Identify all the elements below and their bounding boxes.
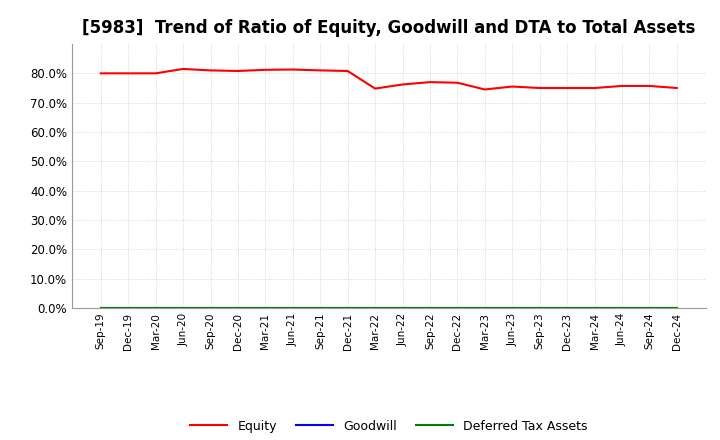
Equity <box>206 68 215 73</box>
Equity <box>343 68 352 73</box>
Deferred Tax Assets <box>480 305 489 311</box>
Equity <box>151 71 160 76</box>
Deferred Tax Assets <box>316 305 325 311</box>
Goodwill <box>590 305 599 311</box>
Deferred Tax Assets <box>645 305 654 311</box>
Equity <box>508 84 516 89</box>
Goodwill <box>233 305 242 311</box>
Equity <box>233 68 242 73</box>
Deferred Tax Assets <box>508 305 516 311</box>
Deferred Tax Assets <box>96 305 105 311</box>
Equity <box>672 85 681 91</box>
Equity <box>371 86 379 91</box>
Deferred Tax Assets <box>453 305 462 311</box>
Deferred Tax Assets <box>563 305 572 311</box>
Deferred Tax Assets <box>206 305 215 311</box>
Equity <box>480 87 489 92</box>
Deferred Tax Assets <box>289 305 297 311</box>
Equity <box>289 67 297 72</box>
Equity <box>563 85 572 91</box>
Equity <box>453 80 462 85</box>
Goodwill <box>261 305 270 311</box>
Equity <box>426 80 434 85</box>
Goodwill <box>480 305 489 311</box>
Legend: Equity, Goodwill, Deferred Tax Assets: Equity, Goodwill, Deferred Tax Assets <box>185 414 593 437</box>
Equity <box>261 67 270 73</box>
Goodwill <box>645 305 654 311</box>
Equity <box>124 71 132 76</box>
Goodwill <box>453 305 462 311</box>
Goodwill <box>179 305 187 311</box>
Goodwill <box>316 305 325 311</box>
Deferred Tax Assets <box>672 305 681 311</box>
Deferred Tax Assets <box>343 305 352 311</box>
Goodwill <box>398 305 407 311</box>
Equity <box>316 68 325 73</box>
Deferred Tax Assets <box>426 305 434 311</box>
Title: [5983]  Trend of Ratio of Equity, Goodwill and DTA to Total Assets: [5983] Trend of Ratio of Equity, Goodwil… <box>82 19 696 37</box>
Deferred Tax Assets <box>261 305 270 311</box>
Goodwill <box>289 305 297 311</box>
Goodwill <box>672 305 681 311</box>
Equity <box>536 85 544 91</box>
Deferred Tax Assets <box>398 305 407 311</box>
Deferred Tax Assets <box>151 305 160 311</box>
Equity <box>645 83 654 88</box>
Deferred Tax Assets <box>124 305 132 311</box>
Goodwill <box>206 305 215 311</box>
Equity <box>398 82 407 87</box>
Deferred Tax Assets <box>590 305 599 311</box>
Deferred Tax Assets <box>536 305 544 311</box>
Goodwill <box>508 305 516 311</box>
Goodwill <box>563 305 572 311</box>
Deferred Tax Assets <box>618 305 626 311</box>
Deferred Tax Assets <box>371 305 379 311</box>
Goodwill <box>151 305 160 311</box>
Goodwill <box>96 305 105 311</box>
Goodwill <box>371 305 379 311</box>
Goodwill <box>536 305 544 311</box>
Equity <box>618 83 626 88</box>
Deferred Tax Assets <box>233 305 242 311</box>
Equity <box>590 85 599 91</box>
Goodwill <box>124 305 132 311</box>
Line: Equity: Equity <box>101 69 677 89</box>
Goodwill <box>343 305 352 311</box>
Deferred Tax Assets <box>179 305 187 311</box>
Goodwill <box>426 305 434 311</box>
Equity <box>96 71 105 76</box>
Goodwill <box>618 305 626 311</box>
Equity <box>179 66 187 72</box>
